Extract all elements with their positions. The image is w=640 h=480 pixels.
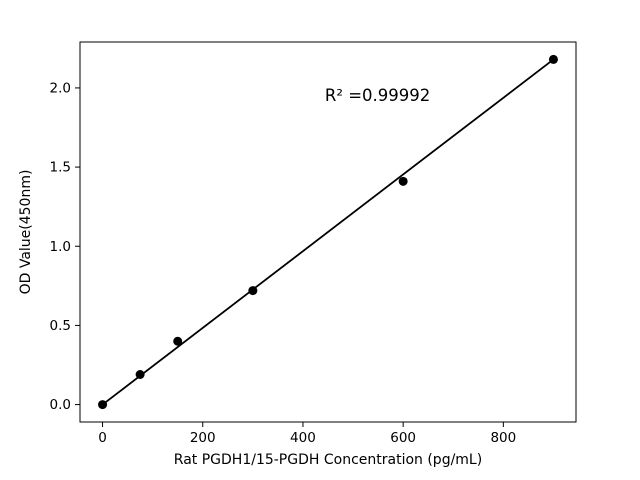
data-point (173, 336, 183, 346)
y-tick-label: 2.0 (50, 80, 71, 96)
y-tick-label: 0.5 (50, 318, 71, 334)
y-axis-label: OD Value(450nm) (18, 170, 34, 295)
y-tick-label: 1.0 (50, 239, 71, 255)
x-tick-label: 600 (390, 430, 416, 446)
data-point (398, 176, 408, 186)
x-tick-label: 400 (290, 430, 316, 446)
data-point (548, 54, 558, 64)
x-tick-label: 200 (190, 430, 216, 446)
data-point (98, 400, 108, 410)
axes-box (79, 41, 577, 423)
r-squared-annotation: R² =0.99992 (325, 86, 430, 105)
x-tick-label: 800 (490, 430, 516, 446)
data-point (135, 370, 145, 379)
x-axis-label: Rat PGDH1/15-PGDH Concentration (pg/mL) (174, 452, 482, 468)
data-point (248, 286, 258, 296)
y-tick-label: 1.5 (50, 160, 71, 176)
fit-line (101, 58, 555, 406)
y-tick-label: 0.0 (50, 397, 71, 413)
x-tick-label: 0 (98, 430, 107, 446)
